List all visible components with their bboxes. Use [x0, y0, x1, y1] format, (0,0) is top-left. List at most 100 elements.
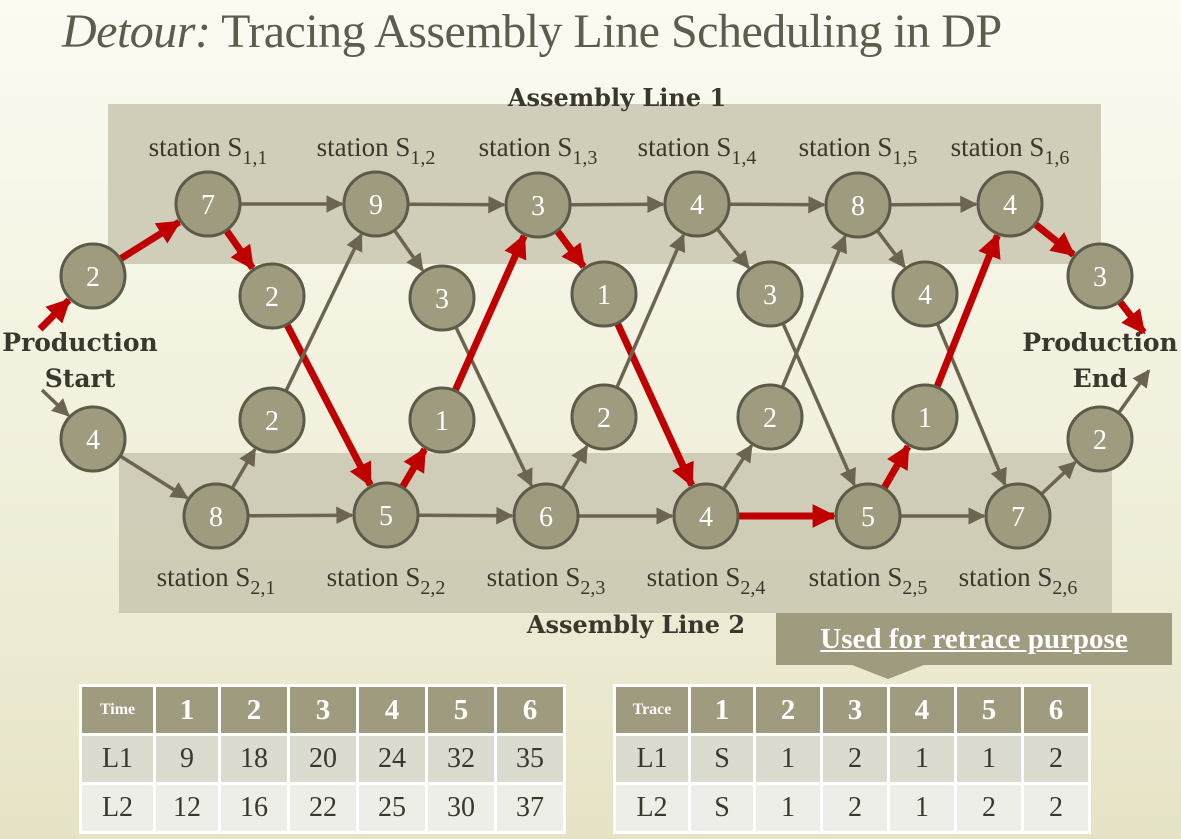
exit-1-edge [1032, 221, 1076, 258]
line-1-edge [569, 195, 665, 214]
transfer-1-to-2-5: 4 [891, 260, 959, 328]
transfer-2-to-1-5-value: 1 [918, 403, 932, 434]
trace-cell: 1 [887, 782, 957, 834]
station-1-6: 4 [976, 170, 1044, 238]
station-2-3-circle [512, 482, 580, 550]
station-2-4-value: 4 [699, 502, 713, 533]
station-label-1-2: station S1,2 [317, 132, 436, 169]
entry-cost-line-1: 2 [59, 242, 127, 310]
transfer-2-to-1-5-circle [891, 383, 959, 451]
trace-cell: 2 [820, 782, 890, 834]
line-2-edge [417, 506, 514, 525]
transfer-1-2-out-edge [283, 322, 374, 487]
transfer-1-to-2-1-circle [238, 262, 306, 330]
retrace-callout-pointer [852, 665, 924, 679]
transfer-2-to-1-2: 1 [408, 386, 476, 454]
end-label-line2: End [1073, 364, 1128, 393]
station-labels: station S1,1 station S2,1 station S1,2 stat… [149, 132, 1078, 599]
transfer-1-to-2-3-circle [570, 260, 638, 328]
edges [37, 195, 1151, 528]
time-row-label: L1 [79, 733, 156, 785]
transfer-1-2-in-edge [392, 229, 424, 272]
station-2-5-circle [834, 482, 902, 550]
transfer-1-to-2-3-value: 1 [597, 280, 611, 311]
station-1-2: 9 [342, 170, 410, 238]
transfer-1-to-2-2-circle [408, 264, 476, 332]
station-1-3-value: 3 [531, 191, 545, 222]
transfer-2-to-1-3-value: 2 [597, 403, 611, 434]
entry-cost-line-2-circle [59, 405, 127, 473]
entry-cost-line-2-value: 4 [86, 425, 100, 456]
trace-cell: S [688, 733, 756, 785]
end-label-line1: Production [1022, 328, 1177, 357]
time-cell: 35 [494, 733, 566, 785]
station-2-2-value: 5 [379, 501, 393, 532]
production-start-label: Production Start [2, 328, 157, 393]
exit-cost-line-1-circle [1066, 242, 1134, 310]
time-cell: 32 [425, 733, 497, 785]
trace-table: Trace 1 2 3 4 5 6 L1 S 1 2 1 1 2 L2 S 1 … [613, 684, 1091, 834]
start-to-entry-2-edge [40, 388, 70, 417]
trace-cell: 1 [887, 733, 957, 785]
trace-col-3: 3 [820, 684, 890, 736]
station-2-5-value: 5 [861, 502, 875, 533]
assembly-line-2-band [119, 453, 1112, 613]
trace-row-l1: L1 S 1 2 1 1 2 [613, 733, 1091, 785]
station-2-6: 7 [984, 482, 1052, 550]
station-2-1-value: 8 [209, 502, 223, 533]
trace-cell: 1 [954, 733, 1024, 785]
trace-col-5: 5 [954, 684, 1024, 736]
transfer-2-1-in-edge [230, 447, 257, 490]
time-cell: 18 [218, 733, 290, 785]
transfer-1-to-2-4-circle [736, 260, 804, 328]
trace-table-corner: Trace [613, 684, 691, 736]
transfer-1-2-in-edge [715, 227, 750, 269]
transfer-1-to-2-5-circle [891, 260, 959, 328]
time-table-corner: Time [79, 684, 156, 736]
transfer-2-1-in-edge [721, 444, 754, 491]
time-cell: 25 [356, 782, 428, 834]
exit-cost-line-2-value: 2 [1093, 425, 1107, 456]
station-label-1-6: station S1,6 [951, 132, 1070, 169]
time-row-l1: L1 9 18 20 24 32 35 [79, 733, 566, 785]
station-1-2-value: 9 [369, 190, 383, 221]
trace-col-4: 4 [887, 684, 957, 736]
station-1-3-circle [504, 171, 572, 239]
exit-2-to-end-edge [1117, 369, 1151, 414]
station-label-2-6: station S2,6 [959, 562, 1078, 599]
station-1-6-circle [976, 170, 1044, 238]
station-2-2: 5 [352, 481, 420, 549]
retrace-callout: Used for retrace purpose [776, 613, 1172, 665]
transfer-1-to-2-5-value: 4 [918, 280, 932, 311]
assembly-line-1-label: Assembly Line 1 [507, 83, 726, 112]
station-2-3-value: 6 [539, 502, 553, 533]
trace-col-1: 1 [688, 684, 756, 736]
assembly-line-1-band [108, 104, 1101, 264]
time-row-label: L2 [79, 782, 156, 834]
title-prefix: Detour: [62, 5, 211, 58]
transfer-1-to-2-3: 1 [570, 260, 638, 328]
trace-col-6: 6 [1021, 684, 1091, 736]
transfer-1-to-2-2-value: 3 [435, 284, 449, 315]
time-cell: 20 [287, 733, 359, 785]
time-cell: 37 [494, 782, 566, 834]
station-1-5-circle [824, 171, 892, 239]
station-label-2-5: station S2,5 [809, 562, 928, 599]
trace-row-label: L2 [613, 782, 691, 834]
transfer-1-2-in-edge [554, 228, 587, 269]
exit-cost-line-1-value: 3 [1093, 262, 1107, 293]
trace-cell: S [688, 782, 756, 834]
time-cell: 12 [153, 782, 221, 834]
transfer-1-to-2-1: 2 [238, 262, 306, 330]
station-2-6-value: 7 [1011, 502, 1025, 533]
transfer-1-2-in-edge [875, 229, 906, 269]
time-cell: 16 [218, 782, 290, 834]
assembly-line-2-label: Assembly Line 2 [526, 610, 745, 639]
exit-2-edge [1040, 460, 1077, 496]
trace-cell: 2 [1021, 733, 1091, 785]
time-col-2: 2 [218, 684, 290, 736]
transfer-2-1-out-edge [780, 234, 848, 389]
time-cell: 24 [356, 733, 428, 785]
transfer-2-to-1-1: 2 [238, 386, 306, 454]
